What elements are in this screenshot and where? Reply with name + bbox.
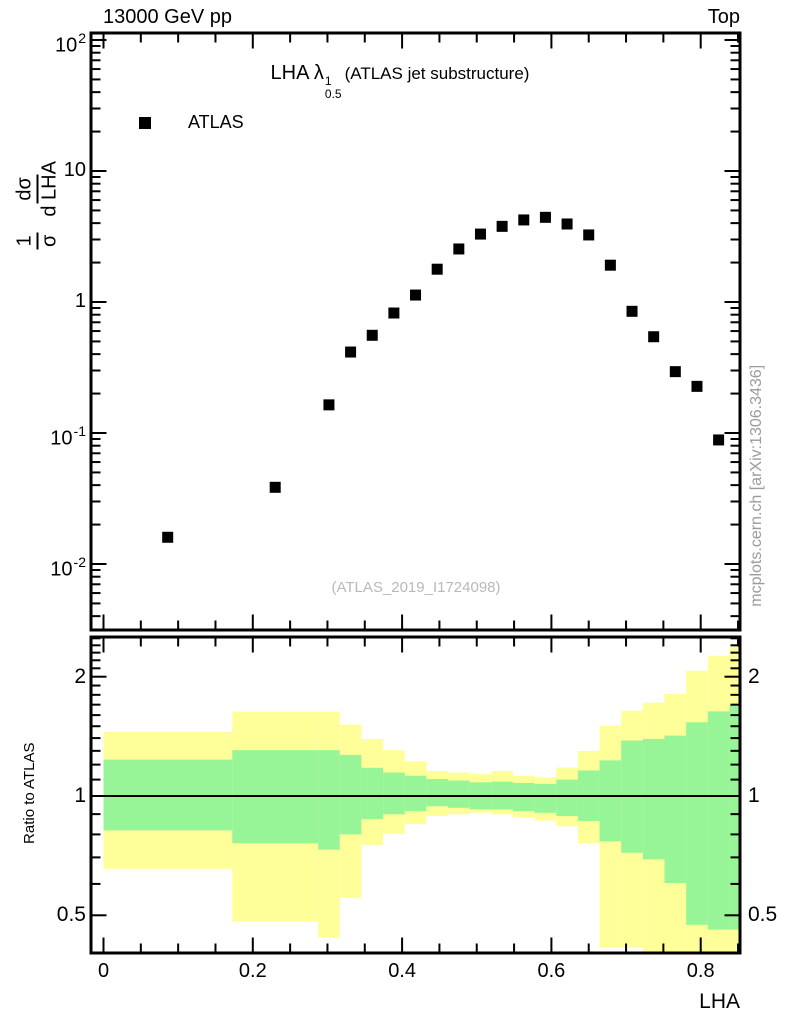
frac1-denominator: σ <box>38 234 61 247</box>
data-point <box>604 259 616 271</box>
mcplots-credit: mcplots.cern.ch [arXiv:1306.3436] <box>748 364 766 607</box>
uncertainty-band-green <box>426 778 449 807</box>
ratio-tick-label-left: 0.5 <box>56 903 86 927</box>
x-axis-tick-label: 0.2 <box>238 960 267 982</box>
ratio-tick-label-right: 2 <box>748 664 760 688</box>
data-point <box>648 331 660 343</box>
ratio-tick-label-left: 2 <box>74 664 86 688</box>
uncertainty-band-green <box>318 750 340 850</box>
data-point <box>323 399 335 411</box>
uncertainty-band-green <box>556 779 578 817</box>
plot-title-prefix: LHA λ <box>270 62 324 84</box>
uncertainty-band-green <box>448 780 470 808</box>
uncertainty-band-green <box>642 738 665 860</box>
uncertainty-band-green <box>512 782 535 812</box>
data-point <box>410 289 422 301</box>
y-axis-tick-label: 10-1 <box>50 423 86 450</box>
lambda-sub: 0.5 <box>324 86 342 101</box>
data-point <box>453 243 465 255</box>
data-point <box>539 211 551 223</box>
y-axis-label-frac-1-over-sigma: 1 σ <box>13 232 62 250</box>
ratio-tick-label-right: 1 <box>748 784 760 807</box>
data-point <box>583 229 595 241</box>
y-axis-label: 1 σ dσ d LHA <box>10 47 66 362</box>
y-axis-tick-label: 102 <box>54 30 86 57</box>
data-point <box>474 228 486 240</box>
uncertainty-band-green <box>599 760 622 842</box>
plot-title-suffix: (ATLAS jet substructure) <box>344 64 530 83</box>
data-point <box>561 218 573 230</box>
legend-marker <box>139 117 151 129</box>
data-point <box>496 220 508 232</box>
data-point <box>431 263 443 275</box>
beam-energy-label: 13000 GeV pp <box>103 6 232 28</box>
data-point <box>162 531 174 543</box>
uncertainty-band-green <box>664 735 687 884</box>
frac1-numerator: 1 <box>13 232 39 250</box>
uncertainty-band-green <box>534 783 557 813</box>
uncertainty-band-green <box>361 767 384 820</box>
y-axis-tick-label: 1 <box>74 290 86 312</box>
plot-title: LHA λ 1 0.5 (ATLAS jet substructure) <box>200 62 600 100</box>
ratio-frame <box>89 635 742 955</box>
x-axis-tick-label: 0.8 <box>686 960 715 982</box>
ratio-tick-label-left: 1 <box>74 784 86 807</box>
main-frame <box>89 31 742 632</box>
data-point <box>388 307 400 319</box>
data-point <box>366 329 378 341</box>
lambda-sup: 1 <box>324 74 332 88</box>
data-point <box>626 305 638 317</box>
legend-label: ATLAS <box>188 112 244 132</box>
uncertainty-band-green <box>686 722 708 925</box>
uncertainty-band-green <box>383 772 405 815</box>
x-axis-tick-label: 0.4 <box>388 960 416 982</box>
data-point <box>345 346 357 358</box>
x-axis-tick-label: 0 <box>97 960 110 982</box>
y-axis-tick-label: 10 <box>63 159 86 181</box>
x-axis-tick-label: 0.6 <box>537 960 566 982</box>
uncertainty-band-green <box>707 711 730 930</box>
data-point <box>713 434 725 446</box>
data-point <box>269 481 281 493</box>
y-axis-tick-label: 10-2 <box>50 554 86 581</box>
uncertainty-band-green <box>729 704 739 930</box>
uncertainty-band-green <box>339 754 362 835</box>
data-point <box>518 214 530 226</box>
uncertainty-band-green <box>404 775 427 812</box>
x-axis-label: LHA <box>699 990 740 1013</box>
data-point <box>691 380 703 392</box>
lambda-exponents: 1 0.5 <box>325 75 342 100</box>
ratio-tick-label-right: 0.5 <box>748 903 778 927</box>
analysis-watermark: (ATLAS_2019_I1724098) <box>331 579 501 596</box>
process-label: Top <box>707 6 740 28</box>
data-point <box>669 366 681 378</box>
